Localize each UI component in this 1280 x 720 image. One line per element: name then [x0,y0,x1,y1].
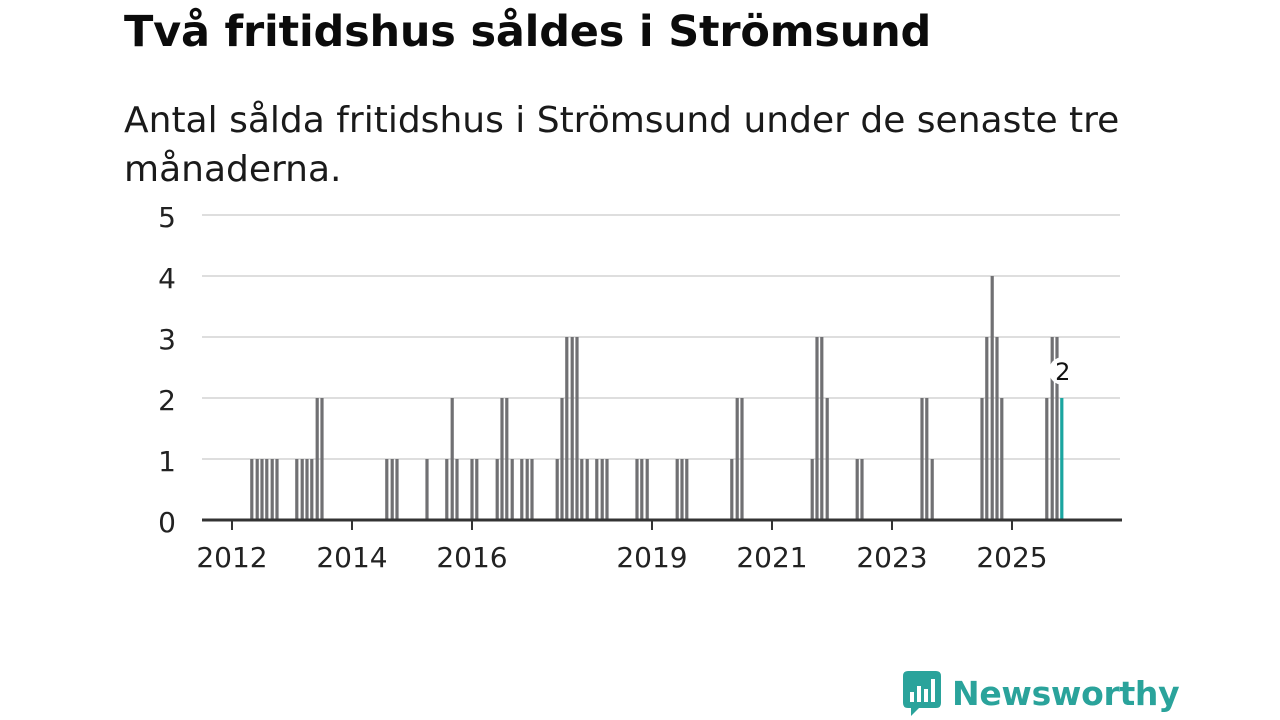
newsworthy-logo-text: Newsworthy [952,674,1180,713]
bar [675,459,679,520]
bar [1050,337,1054,520]
bar-chart: 0 1 2 3 4 5 2012 2014 2016 2019 2021 2023 2025 2 [158,201,1122,574]
bar [275,459,279,520]
bar [300,459,304,520]
y-tick-label: 3 [158,323,176,356]
bar [640,459,644,520]
bar [995,337,999,520]
bar [980,398,984,520]
bar [500,398,504,520]
bar [1000,398,1004,520]
bar [685,459,689,520]
y-tick-label: 4 [158,262,176,295]
bar [510,459,514,520]
bar [600,459,604,520]
x-tick-label: 2014 [316,541,387,574]
bar [310,459,314,520]
x-tick-label: 2012 [196,541,267,574]
x-tick-label: 2023 [856,541,927,574]
bar [470,459,474,520]
bar [560,398,564,520]
bar [645,459,649,520]
bar [445,459,449,520]
bar [855,459,859,520]
bar [565,337,569,520]
bar [585,459,589,520]
newsworthy-logo: Newsworthy [902,670,1180,718]
bar [320,398,324,520]
bar [260,459,264,520]
bar [455,459,459,520]
y-tick-label: 2 [158,384,176,417]
bar [635,459,639,520]
bar [985,337,989,520]
bar [680,459,684,520]
bar [555,459,559,520]
data-label: 2 [1055,358,1070,386]
bar [250,459,254,520]
highlighted-bar [1060,398,1064,520]
bar [815,337,819,520]
y-tick-label: 5 [158,201,176,234]
bar [385,459,389,520]
bar [990,276,994,520]
chart-subtitle: Antal sålda fritidshus i Strömsund under… [124,100,1120,190]
x-tick-label: 2021 [736,541,807,574]
bar [930,459,934,520]
x-tick-label: 2016 [436,541,507,574]
bar [1045,398,1049,520]
newsworthy-logo-icon [903,671,941,716]
bar [495,459,499,520]
bar [450,398,454,520]
bar [580,459,584,520]
data-label-halo [1048,357,1077,385]
bar [730,459,734,520]
bar [825,398,829,520]
bar [920,398,924,520]
bar [390,459,394,520]
bar [395,459,399,520]
bar [605,459,609,520]
y-tick-label: 0 [158,506,176,539]
bar [505,398,509,520]
bar [520,459,524,520]
bar [530,459,534,520]
bar [270,459,274,520]
bar [570,337,574,520]
bar [810,459,814,520]
bar [740,398,744,520]
chart-title: Två fritidshus såldes i Strömsund [124,7,932,57]
bar [255,459,259,520]
bar [305,459,309,520]
bar [475,459,479,520]
bar [1055,337,1059,520]
bar [735,398,739,520]
bar [315,398,319,520]
bar [860,459,864,520]
bar [295,459,299,520]
bar [575,337,579,520]
x-tick-label: 2019 [616,541,687,574]
bar [595,459,599,520]
y-tick-label: 1 [158,445,176,478]
x-tick-label: 2025 [976,541,1047,574]
bar [525,459,529,520]
bar [820,337,824,520]
bar [265,459,269,520]
bar [925,398,929,520]
bar [425,459,429,520]
